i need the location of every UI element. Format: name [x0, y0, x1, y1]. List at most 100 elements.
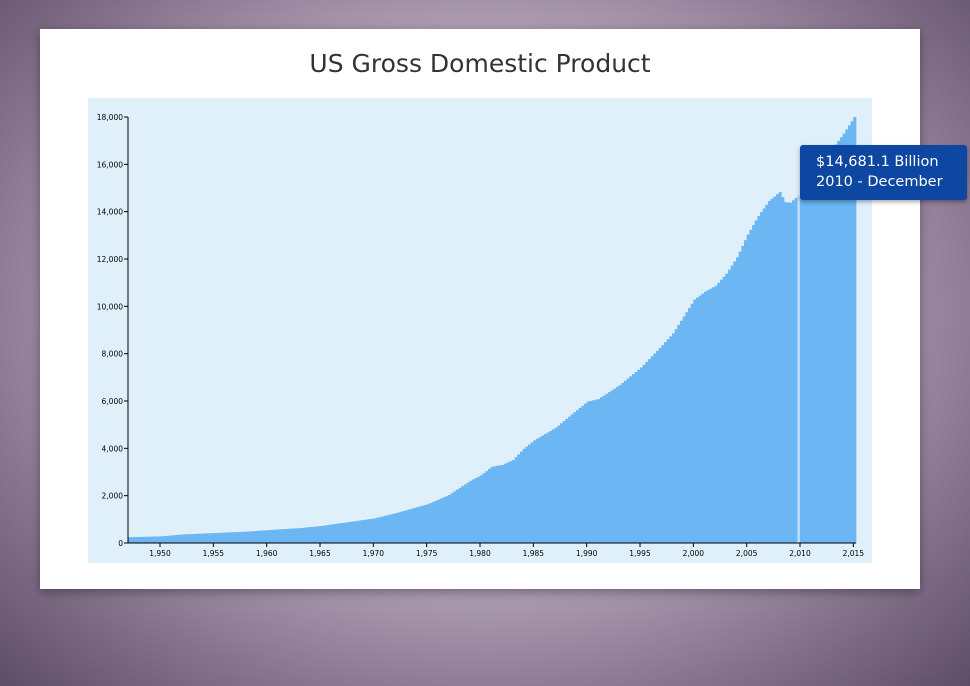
gdp-bar[interactable] [786, 202, 790, 543]
gdp-bar[interactable] [490, 466, 494, 543]
gdp-bar[interactable] [408, 509, 412, 543]
gdp-bar[interactable] [712, 287, 716, 543]
gdp-bar[interactable] [570, 414, 574, 543]
gdp-bar[interactable] [650, 356, 654, 543]
gdp-bar[interactable] [837, 140, 841, 543]
gdp-bar[interactable] [525, 446, 529, 543]
gdp-bar[interactable] [136, 537, 140, 543]
gdp-bar[interactable] [280, 529, 284, 543]
gdp-bar[interactable] [493, 466, 497, 543]
gdp-bar[interactable] [653, 353, 657, 543]
gdp-bar[interactable] [448, 494, 452, 543]
gdp-bar[interactable] [402, 510, 406, 543]
gdp-bar-highlighted[interactable] [797, 195, 801, 544]
gdp-bar[interactable] [749, 229, 753, 543]
gdp-bar[interactable] [781, 197, 785, 544]
gdp-bar[interactable] [661, 345, 665, 543]
gdp-bar[interactable] [770, 198, 774, 543]
gdp-bar[interactable] [245, 531, 249, 543]
gdp-bar[interactable] [794, 197, 798, 544]
gdp-bar[interactable] [696, 297, 700, 543]
gdp-bar[interactable] [616, 386, 620, 543]
gdp-bar[interactable] [224, 532, 228, 543]
gdp-bar[interactable] [834, 144, 838, 543]
gdp-bar[interactable] [674, 329, 678, 543]
gdp-bar[interactable] [544, 434, 548, 543]
gdp-bar[interactable] [789, 202, 793, 544]
gdp-bar[interactable] [776, 194, 780, 543]
gdp-bar[interactable] [386, 515, 390, 543]
gdp-bar[interactable] [298, 528, 302, 543]
gdp-bar[interactable] [853, 117, 857, 543]
gdp-bar[interactable] [581, 405, 585, 543]
gdp-bar[interactable] [341, 522, 345, 543]
gdp-bar[interactable] [813, 172, 817, 543]
gdp-bar[interactable] [514, 457, 518, 543]
gdp-bar[interactable] [656, 350, 660, 543]
gdp-bar[interactable] [293, 528, 297, 543]
gdp-bar[interactable] [285, 528, 289, 543]
gdp-bar[interactable] [792, 200, 796, 544]
gdp-bar[interactable] [608, 392, 612, 544]
gdp-bar[interactable] [610, 390, 614, 543]
gdp-bar[interactable] [149, 536, 153, 543]
gdp-bar[interactable] [144, 536, 148, 543]
gdp-bar[interactable] [773, 196, 777, 543]
gdp-bar[interactable] [562, 421, 566, 543]
gdp-bar[interactable] [677, 324, 681, 543]
gdp-bar[interactable] [288, 528, 292, 543]
gdp-bar[interactable] [453, 491, 457, 543]
gdp-bar[interactable] [818, 165, 822, 543]
gdp-bar[interactable] [429, 503, 433, 543]
gdp-bar[interactable] [434, 500, 438, 543]
gdp-bar[interactable] [456, 489, 460, 543]
gdp-bar[interactable] [480, 475, 484, 543]
gdp-bar[interactable] [506, 462, 510, 543]
gdp-bar[interactable] [685, 312, 689, 543]
gdp-bar[interactable] [706, 290, 710, 543]
gdp-bar[interactable] [568, 416, 572, 543]
gdp-bar[interactable] [642, 364, 646, 543]
gdp-bar[interactable] [848, 125, 852, 543]
gdp-bar[interactable] [488, 468, 492, 543]
gdp-bar[interactable] [296, 528, 300, 543]
gdp-bar[interactable] [757, 215, 761, 543]
gdp-bar[interactable] [200, 533, 204, 543]
gdp-bar[interactable] [680, 320, 684, 543]
gdp-bar[interactable] [141, 536, 145, 543]
gdp-bar[interactable] [240, 531, 244, 543]
gdp-bar[interactable] [202, 533, 206, 543]
gdp-bar[interactable] [322, 525, 326, 543]
gdp-bar[interactable] [205, 533, 209, 543]
gdp-bar[interactable] [197, 533, 201, 543]
gdp-bar[interactable] [613, 388, 617, 543]
gdp-bar[interactable] [458, 487, 462, 543]
gdp-bar[interactable] [162, 536, 166, 543]
gdp-bar[interactable] [336, 523, 340, 543]
gdp-bar[interactable] [618, 385, 622, 543]
gdp-bar[interactable] [672, 333, 676, 543]
gdp-bar[interactable] [538, 437, 542, 543]
gdp-bar[interactable] [128, 537, 132, 543]
gdp-bar[interactable] [536, 438, 540, 543]
gdp-bar[interactable] [546, 432, 550, 543]
gdp-bar[interactable] [717, 282, 721, 543]
gdp-bar[interactable] [397, 512, 401, 543]
gdp-bar[interactable] [400, 511, 404, 543]
gdp-bar[interactable] [690, 303, 694, 543]
gdp-bar[interactable] [768, 201, 772, 543]
gdp-bar[interactable] [306, 527, 310, 543]
gdp-bar[interactable] [290, 528, 294, 543]
gdp-bar[interactable] [242, 531, 246, 543]
gdp-bar[interactable] [549, 430, 553, 543]
gdp-bar[interactable] [584, 403, 588, 543]
gdp-bar[interactable] [248, 531, 252, 543]
gdp-bar[interactable] [466, 482, 470, 543]
gdp-bar[interactable] [578, 407, 582, 543]
gdp-bar[interactable] [602, 395, 606, 543]
gdp-bar[interactable] [469, 480, 473, 543]
gdp-bar[interactable] [725, 273, 729, 543]
gdp-bar[interactable] [301, 527, 305, 543]
gdp-bar[interactable] [370, 518, 374, 543]
gdp-bar[interactable] [389, 514, 393, 543]
